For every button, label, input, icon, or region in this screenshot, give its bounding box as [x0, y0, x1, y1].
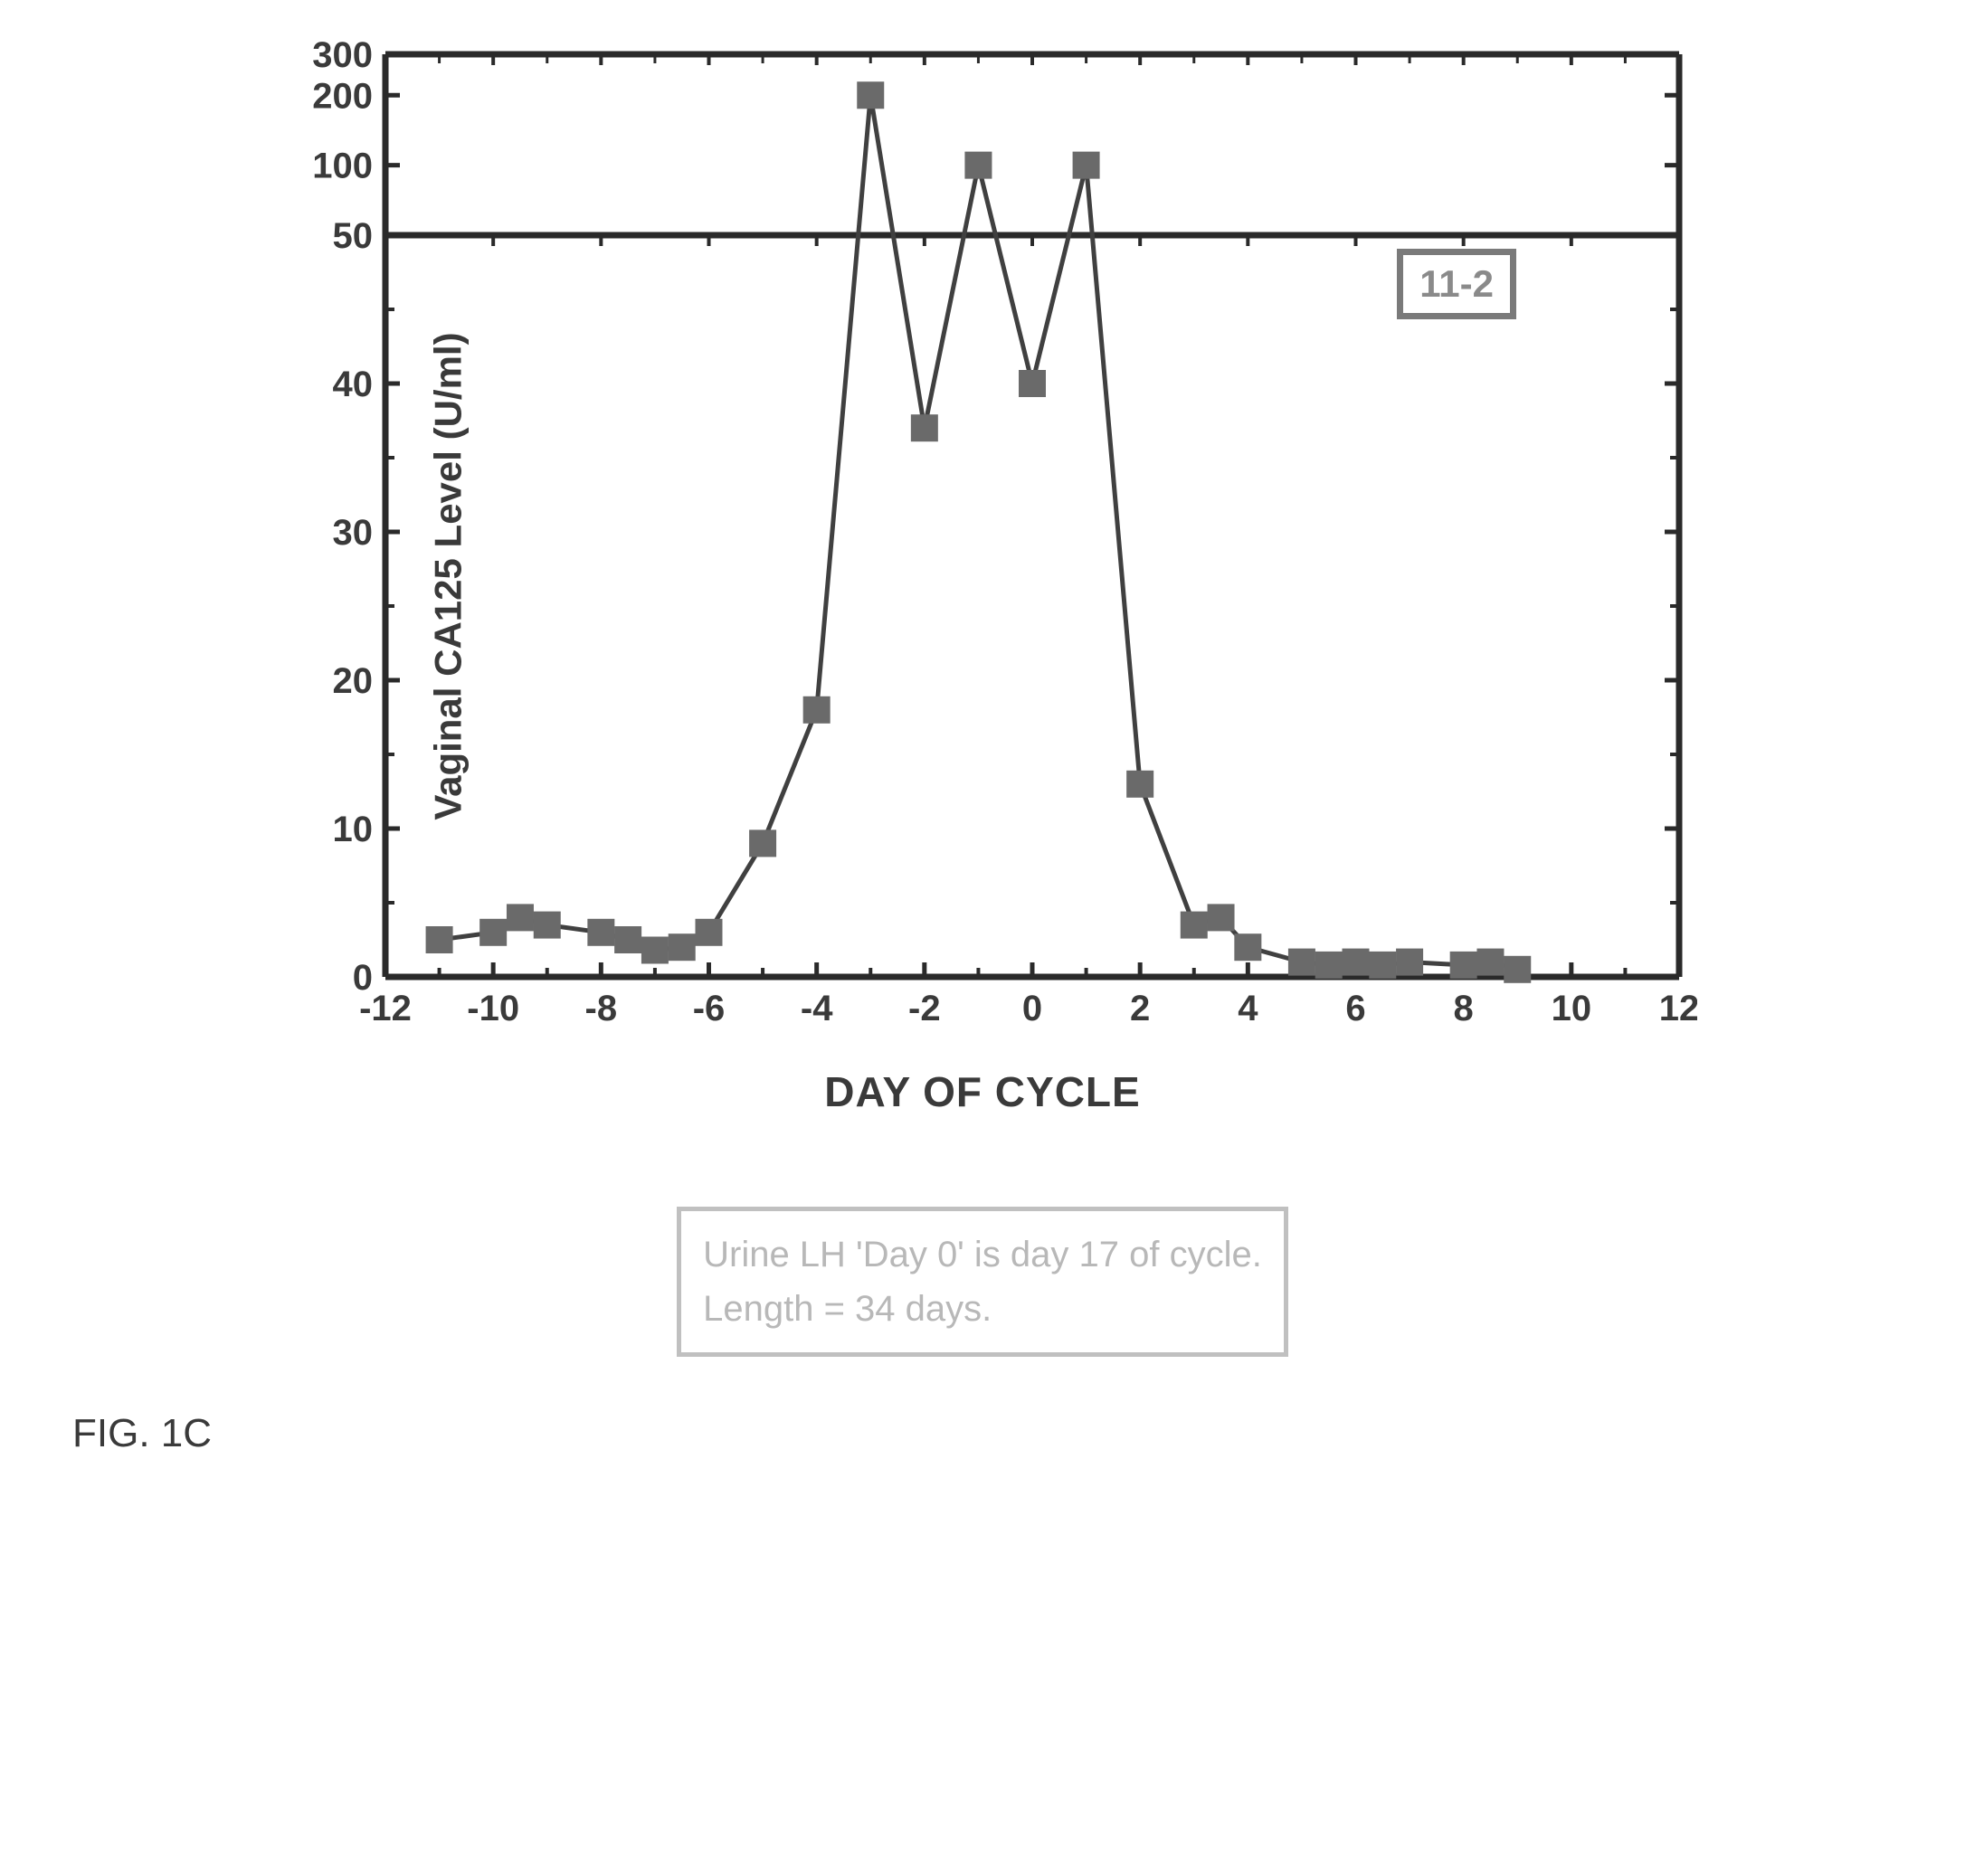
note-line-1: Urine LH 'Day 0' is day 17 of cycle.: [703, 1227, 1262, 1282]
svg-text:40: 40: [333, 365, 374, 404]
svg-text:-10: -10: [467, 989, 519, 1028]
svg-text:6: 6: [1345, 989, 1365, 1028]
svg-text:200: 200: [312, 76, 373, 116]
svg-text:0: 0: [353, 958, 373, 998]
svg-text:10: 10: [333, 810, 374, 849]
svg-text:-2: -2: [908, 989, 941, 1028]
x-axis-title: DAY OF CYCLE: [268, 1067, 1697, 1116]
legend-box: 11-2: [1397, 249, 1516, 319]
svg-text:100: 100: [312, 147, 373, 186]
chart-svg-host: -12-10-8-6-4-202468101201020304050100200…: [268, 36, 1697, 1058]
svg-text:20: 20: [333, 661, 374, 701]
chart-container: Vaginal CA125 Level (U/ml) -12-10-8-6-4-…: [268, 36, 1697, 1116]
chart-svg: -12-10-8-6-4-202468101201020304050100200…: [268, 36, 1697, 1058]
svg-text:-8: -8: [585, 989, 618, 1028]
legend-text: 11-2: [1419, 262, 1494, 305]
figure-label: FIG. 1C: [72, 1411, 212, 1456]
svg-text:0: 0: [1022, 989, 1042, 1028]
svg-text:8: 8: [1454, 989, 1474, 1028]
svg-text:300: 300: [312, 36, 373, 75]
y-axis-title: Vaginal CA125 Level (U/ml): [427, 332, 470, 820]
svg-text:50: 50: [333, 216, 374, 256]
note-line-2: Length = 34 days.: [703, 1282, 1262, 1336]
svg-text:30: 30: [333, 513, 374, 553]
note-box: Urine LH 'Day 0' is day 17 of cycle. Len…: [677, 1207, 1288, 1357]
svg-text:2: 2: [1130, 989, 1150, 1028]
svg-text:-4: -4: [801, 989, 833, 1028]
svg-text:-6: -6: [693, 989, 726, 1028]
svg-text:12: 12: [1659, 989, 1697, 1028]
svg-text:10: 10: [1552, 989, 1592, 1028]
svg-text:4: 4: [1238, 989, 1258, 1028]
